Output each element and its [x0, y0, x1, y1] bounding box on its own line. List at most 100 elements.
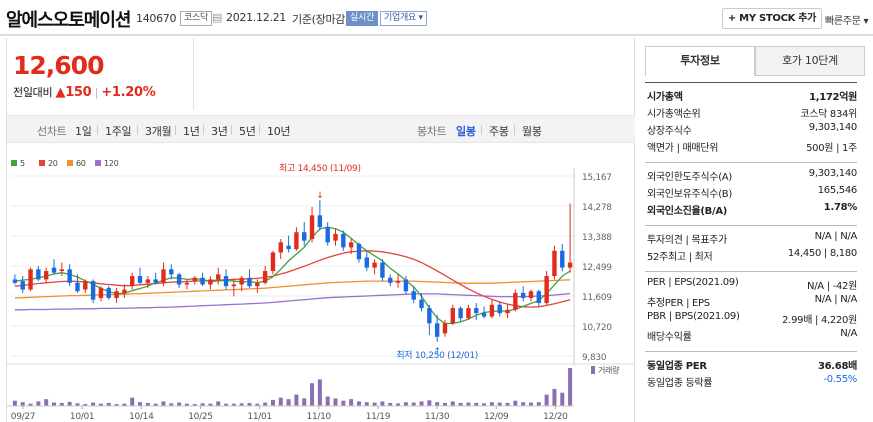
chart-panel: 12,600 전일대비 ▲150 | +1.20% 선차트 1일 1주일 3개월…: [6, 38, 635, 422]
ma20-line: [14, 250, 571, 308]
price-chart[interactable]: 5 20 60 120 15,167 14,278 13,388 12,499 11,609 10…: [7, 148, 634, 422]
info-key: PBR | BPS(2021.09): [647, 311, 740, 322]
info-value: N/A | -42원: [807, 281, 857, 292]
x-tick-label: 10/01: [70, 412, 94, 422]
candle-monthly[interactable]: 월봉: [522, 125, 542, 138]
info-row: 액면가 | 매매단위 500원 | 1주: [647, 139, 857, 155]
stock-code: 140670: [136, 12, 177, 25]
low-annotation: 최저 10,250 (12/01): [396, 350, 478, 361]
volume-bar: [372, 402, 377, 406]
candle-body: [169, 269, 174, 275]
calendar-icon: ▤: [212, 11, 223, 24]
period-10y[interactable]: 10년: [267, 125, 291, 138]
info-value: N/A | N/A: [814, 294, 858, 305]
candle-body: [333, 233, 338, 241]
candle-body: [98, 287, 104, 298]
candle-weekly[interactable]: 주봉: [489, 125, 509, 138]
period-1d[interactable]: 1일: [75, 125, 92, 138]
volume-bar: [388, 402, 393, 406]
candle-body: [67, 269, 72, 283]
candle-body: [153, 279, 158, 283]
candle-body: [145, 279, 151, 283]
volume-bar: [255, 403, 260, 406]
period-5y[interactable]: 5년: [239, 125, 256, 138]
add-mystock-button[interactable]: + MY STOCK 추가: [722, 8, 822, 29]
volume-bar: [380, 401, 385, 406]
volume-bar: [521, 402, 526, 406]
candle-body: [528, 291, 534, 298]
candle-daily[interactable]: 일봉: [456, 125, 476, 138]
company-info-button[interactable]: 기업개요 ▾: [380, 11, 427, 26]
low-arrow-icon: ↑: [434, 347, 441, 357]
volume-bar: [427, 400, 432, 406]
volume-bar: [161, 401, 166, 406]
info-value: -0.55%: [823, 374, 857, 385]
info-value: 165,546: [817, 185, 858, 196]
realtime-button[interactable]: 실시간: [346, 11, 378, 26]
candle-body: [20, 281, 25, 290]
legend-label-5: 5: [20, 159, 25, 168]
info-tabs: 투자정보 호가 10단계: [645, 46, 865, 76]
info-row: 동일업종 PER 36.68배: [647, 357, 857, 373]
info-key: PER | EPS(2021.09): [647, 277, 739, 288]
candle-body: [481, 313, 487, 317]
info-key: 시가총액: [647, 92, 683, 103]
volume-bar: [59, 402, 64, 406]
volume-bar: [528, 402, 533, 406]
high-annotation: 최고 14,450 (11/09): [279, 163, 361, 174]
candle-body: [176, 274, 182, 285]
candle-body: [137, 276, 143, 283]
info-key: 시가총액순위: [647, 109, 701, 120]
volume-bar: [474, 402, 479, 406]
period-1w[interactable]: 1주일: [105, 125, 132, 138]
info-row: PER | EPS(2021.09) N/A | -42원: [647, 277, 857, 293]
up-triangle-icon: ▲: [55, 85, 66, 100]
candle-body: [372, 262, 377, 268]
section-divider: [645, 162, 857, 163]
info-value: 1.78%: [823, 202, 858, 213]
volume-bar: [12, 400, 17, 406]
tab-invest-info[interactable]: 투자정보: [645, 46, 755, 76]
table-top-border: [645, 82, 857, 83]
info-value: N/A | N/A: [814, 231, 858, 242]
tab-hoga[interactable]: 호가 10단계: [755, 46, 865, 76]
candle-body: [278, 242, 283, 253]
quick-order-button[interactable]: 빠른주문 ▾: [825, 16, 869, 27]
volume-bar: [325, 396, 330, 406]
volume-bar: [231, 403, 236, 406]
candle-body: [544, 276, 549, 304]
volume-bar: [130, 397, 135, 406]
candle-body: [12, 279, 18, 283]
candle-body: [341, 233, 346, 248]
candle-body: [536, 291, 542, 304]
date-basis: 기준(장마감): [292, 13, 350, 26]
period-3m[interactable]: 3개월: [145, 125, 172, 138]
legend-swatch-120: [95, 160, 101, 166]
x-tick-label: 11/19: [366, 412, 391, 422]
info-row: 시가총액순위 코스닥 834위: [647, 105, 857, 121]
section-divider: [645, 351, 857, 352]
ma60-line: [14, 279, 571, 299]
info-row: 외국인보유주식수(B) 165,546: [647, 185, 857, 201]
info-key: 동일업종 등락률: [647, 378, 713, 389]
volume-bar: [294, 394, 299, 406]
volume-bar: [106, 402, 111, 406]
volume-bar: [435, 402, 440, 406]
legend-label-60: 60: [76, 159, 86, 168]
info-key: 상장주식수: [647, 126, 692, 137]
period-1y[interactable]: 1년: [183, 125, 200, 138]
volume-bar: [200, 403, 205, 406]
stock-header: 알에스오토메이션 140670 코스닥 ▤ 2021.12.21 기준(장마감)…: [0, 0, 873, 36]
volume-bar: [20, 402, 25, 406]
legend-swatch-5: [11, 160, 17, 166]
period-3y[interactable]: 3년: [211, 125, 228, 138]
legend-label-20: 20: [48, 159, 58, 168]
volume-bar: [28, 403, 33, 406]
info-value: 14,450 | 8,180: [787, 248, 857, 259]
volume-bar: [482, 403, 487, 406]
info-key: 외국인보유주식수(B): [647, 189, 732, 200]
y-tick-label: 14,278: [582, 203, 612, 213]
candle-body: [442, 323, 448, 334]
price-change: 전일대비 ▲150 | +1.20%: [13, 85, 156, 100]
candle-body: [388, 277, 393, 283]
